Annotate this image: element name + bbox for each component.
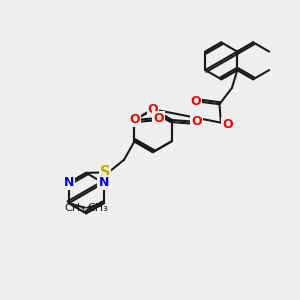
Text: CH₃: CH₃: [64, 203, 85, 213]
Text: O: O: [148, 103, 158, 116]
Text: O: O: [190, 95, 201, 108]
Text: N: N: [98, 176, 109, 190]
Text: O: O: [222, 118, 233, 130]
Text: CH₃: CH₃: [87, 203, 108, 213]
Text: N: N: [63, 176, 74, 190]
Text: O: O: [191, 115, 202, 128]
Text: O: O: [154, 112, 164, 125]
Text: S: S: [100, 165, 110, 180]
Text: O: O: [129, 113, 140, 127]
